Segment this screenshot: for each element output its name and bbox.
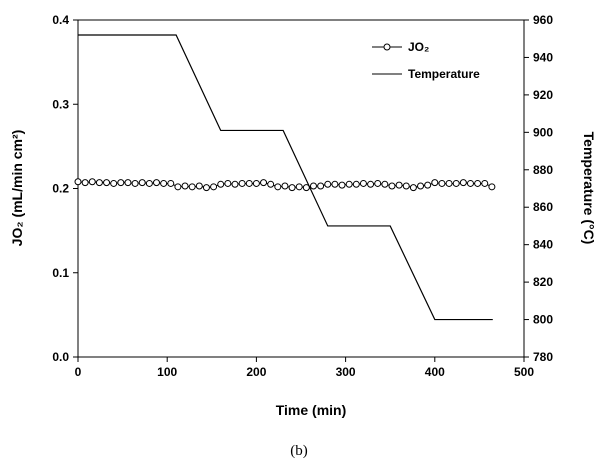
x-axis-ticks: 0 100 200 300 400 500: [75, 357, 534, 379]
y-right-tick-label: 840: [533, 238, 553, 252]
jo2-point: [181, 182, 189, 190]
y-left-tick-label: 0.0: [52, 350, 69, 364]
x-tick-label: 500: [514, 365, 534, 379]
y-left-tick-label: 0.4: [52, 13, 69, 27]
jo2-point: [88, 178, 96, 186]
y-right-tick-label: 900: [533, 125, 553, 139]
x-tick-label: 100: [157, 365, 177, 379]
jo2-point: [174, 183, 182, 191]
y-left-tick-label: 0.1: [52, 266, 69, 280]
jo2-point: [345, 180, 353, 188]
jo2-point: [281, 182, 289, 190]
y-right-axis-title: Temperature (°C): [581, 132, 597, 245]
jo2-point: [352, 180, 360, 188]
temperature-line: [78, 34, 493, 321]
jo2-point: [210, 183, 218, 191]
jo2-point: [302, 184, 310, 192]
jo2-point: [224, 179, 232, 187]
jo2-point: [288, 184, 296, 192]
jo2-point: [381, 180, 389, 188]
jo2-point: [138, 179, 146, 187]
jo2-point: [338, 181, 346, 189]
y-right-tick-label: 920: [533, 88, 553, 102]
series-jo2: [74, 178, 496, 192]
x-tick-label: 400: [425, 365, 445, 379]
jo2-point: [466, 179, 474, 187]
figure-caption: (b): [290, 443, 308, 459]
jo2-point: [481, 179, 489, 187]
jo2-point: [74, 178, 82, 186]
jo2-point: [395, 181, 403, 189]
jo2-point: [309, 182, 317, 190]
x-tick-label: 200: [246, 365, 266, 379]
jo2-point: [445, 179, 453, 187]
jo2-point: [409, 184, 417, 192]
jo2-point: [188, 183, 196, 191]
y-left-tick-label: 0.3: [52, 97, 69, 111]
y-right-tick-label: 960: [533, 13, 553, 27]
x-axis-title: Time (min): [276, 402, 347, 418]
jo2-point: [110, 179, 118, 187]
jo2-point: [324, 180, 332, 188]
jo2-point: [152, 179, 160, 187]
jo2-point: [238, 179, 246, 187]
jo2-point: [331, 180, 339, 188]
jo2-point: [474, 179, 482, 187]
y-right-tick-label: 780: [533, 350, 553, 364]
jo2-point: [231, 180, 239, 188]
jo2-point: [202, 184, 210, 192]
jo2-point: [274, 183, 282, 191]
legend-jo2-marker: [383, 43, 391, 51]
legend-item-temperature: Temperature: [372, 67, 480, 81]
y-left-axis-title: JO₂ (mL/min cm²): [9, 130, 25, 247]
jo2-point: [317, 182, 325, 190]
jo2-point: [424, 181, 432, 189]
x-tick-label: 0: [75, 365, 82, 379]
jo2-point: [145, 179, 153, 187]
series-temperature: [78, 34, 493, 321]
y-right-tick-label: 940: [533, 50, 553, 64]
legend-label-temperature: Temperature: [408, 67, 480, 81]
jo2-point: [438, 179, 446, 187]
jo2-point: [388, 182, 396, 190]
legend-label-jo2: JO₂: [408, 40, 429, 54]
legend: JO₂ Temperature: [372, 40, 480, 81]
jo2-point: [131, 179, 139, 187]
jo2-point: [402, 182, 410, 190]
jo2-point: [124, 179, 132, 187]
jo2-point: [267, 180, 275, 188]
legend-item-jo2: JO₂: [372, 40, 429, 54]
jo2-point: [81, 179, 89, 187]
y-right-tick-label: 800: [533, 313, 553, 327]
y-left-axis-ticks: 0.0 0.1 0.2 0.3 0.4: [52, 13, 78, 364]
jo2-point: [459, 179, 467, 187]
jo2-point: [431, 179, 439, 187]
jo2-point: [117, 179, 125, 187]
jo2-point: [260, 179, 268, 187]
y-right-axis-ticks: 780 800 820 840 860 880 900 920 940 960: [524, 13, 553, 364]
jo2-point: [217, 180, 225, 188]
y-right-tick-label: 860: [533, 200, 553, 214]
jo2-point: [167, 179, 175, 187]
jo2-point: [367, 180, 375, 188]
jo2-point: [295, 183, 303, 191]
y-left-tick-label: 0.2: [52, 182, 69, 196]
jo2-point: [103, 179, 111, 187]
y-right-tick-label: 880: [533, 163, 553, 177]
jo2-point: [374, 179, 382, 187]
jo2-point: [95, 179, 103, 187]
jo2-point: [417, 182, 425, 190]
x-tick-label: 300: [336, 365, 356, 379]
y-right-tick-label: 820: [533, 275, 553, 289]
jo2-point: [359, 179, 367, 187]
jo2-point: [195, 182, 203, 190]
jo2-point: [252, 179, 260, 187]
jo2-point: [452, 179, 460, 187]
jo2-point: [245, 179, 253, 187]
jo2-point: [160, 179, 168, 187]
jo2-point: [488, 183, 496, 191]
